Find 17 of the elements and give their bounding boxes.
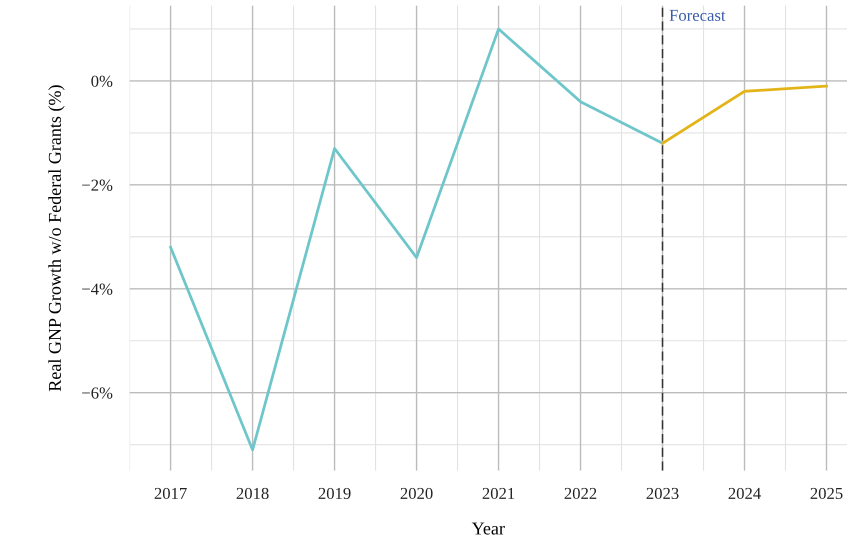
x-tick-label: 2022 bbox=[564, 488, 596, 500]
y-tick-label: 0% bbox=[91, 76, 112, 87]
x-tick-label: 2018 bbox=[236, 488, 269, 500]
x-tick-label: 2023 bbox=[646, 488, 679, 500]
y-axis-title: Real GNP Growth w/o Federal Grants (%) bbox=[48, 85, 65, 392]
x-tick-label: 2025 bbox=[810, 488, 843, 500]
x-axis-title: Year bbox=[472, 522, 505, 535]
x-tick-label: 2019 bbox=[318, 488, 351, 500]
line-series bbox=[169, 28, 664, 452]
x-tick-label: 2017 bbox=[154, 488, 187, 500]
x-tick-label: 2020 bbox=[400, 488, 433, 500]
x-tick-label: 2024 bbox=[728, 488, 761, 500]
y-tick-label: −6% bbox=[82, 387, 112, 399]
ref-line-label: Forecast bbox=[670, 10, 726, 21]
x-tick-label: 2021 bbox=[482, 488, 514, 500]
y-tick-label: −2% bbox=[82, 180, 112, 191]
y-tick-label: −4% bbox=[82, 283, 112, 295]
